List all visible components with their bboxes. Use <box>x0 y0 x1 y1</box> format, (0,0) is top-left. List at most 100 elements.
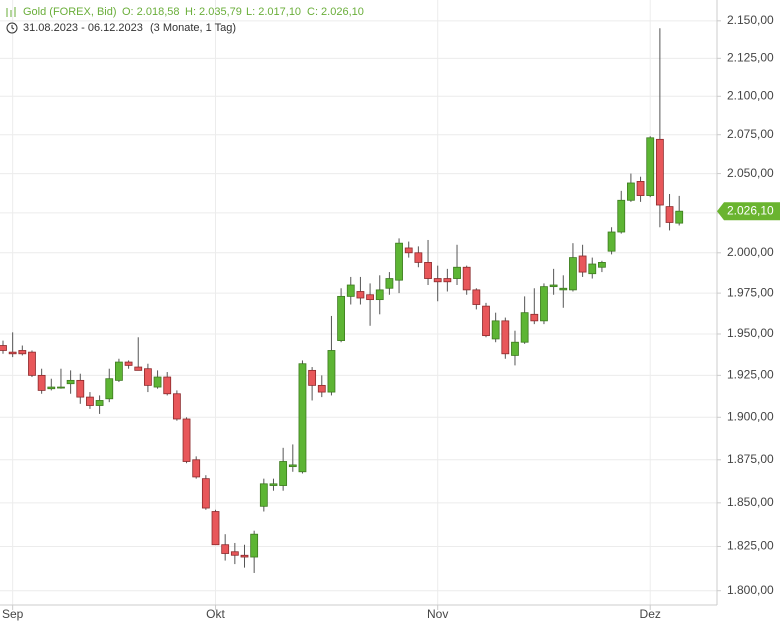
open-value: O: 2.018,58 <box>122 6 180 18</box>
candle-body <box>66 379 75 385</box>
candle-body <box>462 266 471 291</box>
candle-body <box>8 351 17 355</box>
date-range: 31.08.2023 - 06.12.2023 <box>23 22 143 34</box>
candle-body <box>414 252 423 263</box>
candle-body <box>37 374 46 391</box>
candle-body <box>482 305 490 337</box>
candle-body <box>230 551 239 556</box>
y-tick-label: 1.875,00 <box>727 452 774 466</box>
y-tick-label: 2.075,00 <box>727 127 774 141</box>
candle-body <box>221 544 230 554</box>
candle-body <box>192 459 201 478</box>
candle-body <box>540 286 548 322</box>
candle-body <box>250 533 259 558</box>
candle-body <box>211 511 220 546</box>
candle-body <box>76 379 85 398</box>
candle-body <box>453 266 461 279</box>
y-tick-label: 1.975,00 <box>727 285 774 299</box>
candle-body <box>201 478 210 509</box>
high-value: H: 2.035,79 <box>185 6 242 18</box>
candle-body <box>259 483 268 507</box>
candle-body <box>337 295 346 341</box>
y-tick-label: 1.850,00 <box>727 495 774 509</box>
candle-body <box>182 418 191 462</box>
candle-body <box>288 464 297 468</box>
last-price-tag <box>717 202 780 221</box>
y-tick-label: 1.900,00 <box>727 409 774 423</box>
y-tick-label: 2.100,00 <box>727 88 774 102</box>
candle-body <box>28 351 36 376</box>
x-tick-label: Sep <box>2 607 24 621</box>
candle-body <box>95 400 104 406</box>
x-tick-label: Okt <box>206 607 225 621</box>
candle-body <box>491 320 500 340</box>
candle-body <box>298 363 307 473</box>
candle-body <box>308 369 317 386</box>
low-value: L: 2.017,10 <box>246 6 301 18</box>
candle-body <box>163 376 172 395</box>
candle-body <box>598 262 606 268</box>
candle-body <box>395 242 403 281</box>
candle-body <box>134 366 143 371</box>
instrument: Gold (FOREX, Bid) <box>23 6 117 18</box>
y-tick-label: 2.050,00 <box>727 166 774 180</box>
x-tick-label: Dez <box>640 607 661 621</box>
candle-body <box>675 210 684 224</box>
candle-body <box>569 257 577 291</box>
candle-body <box>424 262 432 279</box>
candle-body <box>346 284 355 297</box>
candle-body <box>588 263 597 275</box>
x-tick-label: Nov <box>427 607 448 621</box>
candle-body <box>0 345 7 351</box>
candle-body <box>433 278 442 283</box>
candle-body <box>472 289 481 305</box>
y-tick-label: 1.800,00 <box>727 583 774 597</box>
candle-body <box>47 386 56 390</box>
candle-body <box>511 341 519 356</box>
grid <box>0 0 717 605</box>
candle-body <box>646 137 655 196</box>
clock-icon <box>6 22 18 34</box>
candle-body <box>607 231 616 252</box>
candle-body <box>627 182 635 201</box>
candle-body <box>115 361 123 381</box>
candle-body <box>356 291 365 299</box>
candle-body <box>57 386 65 389</box>
candle-body <box>549 284 558 288</box>
candle-body <box>240 554 249 558</box>
candle-body <box>124 361 133 366</box>
y-tick-label: 1.950,00 <box>727 326 774 340</box>
candle-body <box>366 294 374 301</box>
candle-body <box>143 368 152 386</box>
header: Gold (FOREX, Bid) O: 2.018,58 H: 2.035,7… <box>6 6 364 34</box>
bar-icon <box>6 7 16 17</box>
candle-body <box>279 461 288 486</box>
date-span: (3 Monate, 1 Tag) <box>150 22 236 34</box>
candle-body <box>86 396 94 406</box>
candle-body <box>317 384 326 393</box>
candle-body <box>530 313 539 322</box>
y-tick-label: 1.925,00 <box>727 368 774 382</box>
candle-body <box>105 378 114 400</box>
candle-body <box>443 278 452 283</box>
candle-body <box>269 483 278 486</box>
candle-body <box>501 320 510 355</box>
candle-body <box>559 287 568 291</box>
candle-body <box>665 206 674 223</box>
candle-body <box>404 247 413 254</box>
candle-body <box>18 350 27 355</box>
candle-body <box>375 289 384 301</box>
y-tick-label: 2.125,00 <box>727 51 774 65</box>
candle-body <box>385 278 394 289</box>
candle-body <box>153 376 162 388</box>
candle-body <box>172 393 181 420</box>
last-price-label: 2.026,10 <box>727 203 774 217</box>
candle-body <box>327 350 336 393</box>
y-tick-label: 1.825,00 <box>727 539 774 553</box>
candle-body <box>655 138 664 206</box>
y-tick-label: 2.150,00 <box>727 13 774 27</box>
y-tick-label: 2.000,00 <box>727 245 774 259</box>
candle-body <box>617 199 626 233</box>
